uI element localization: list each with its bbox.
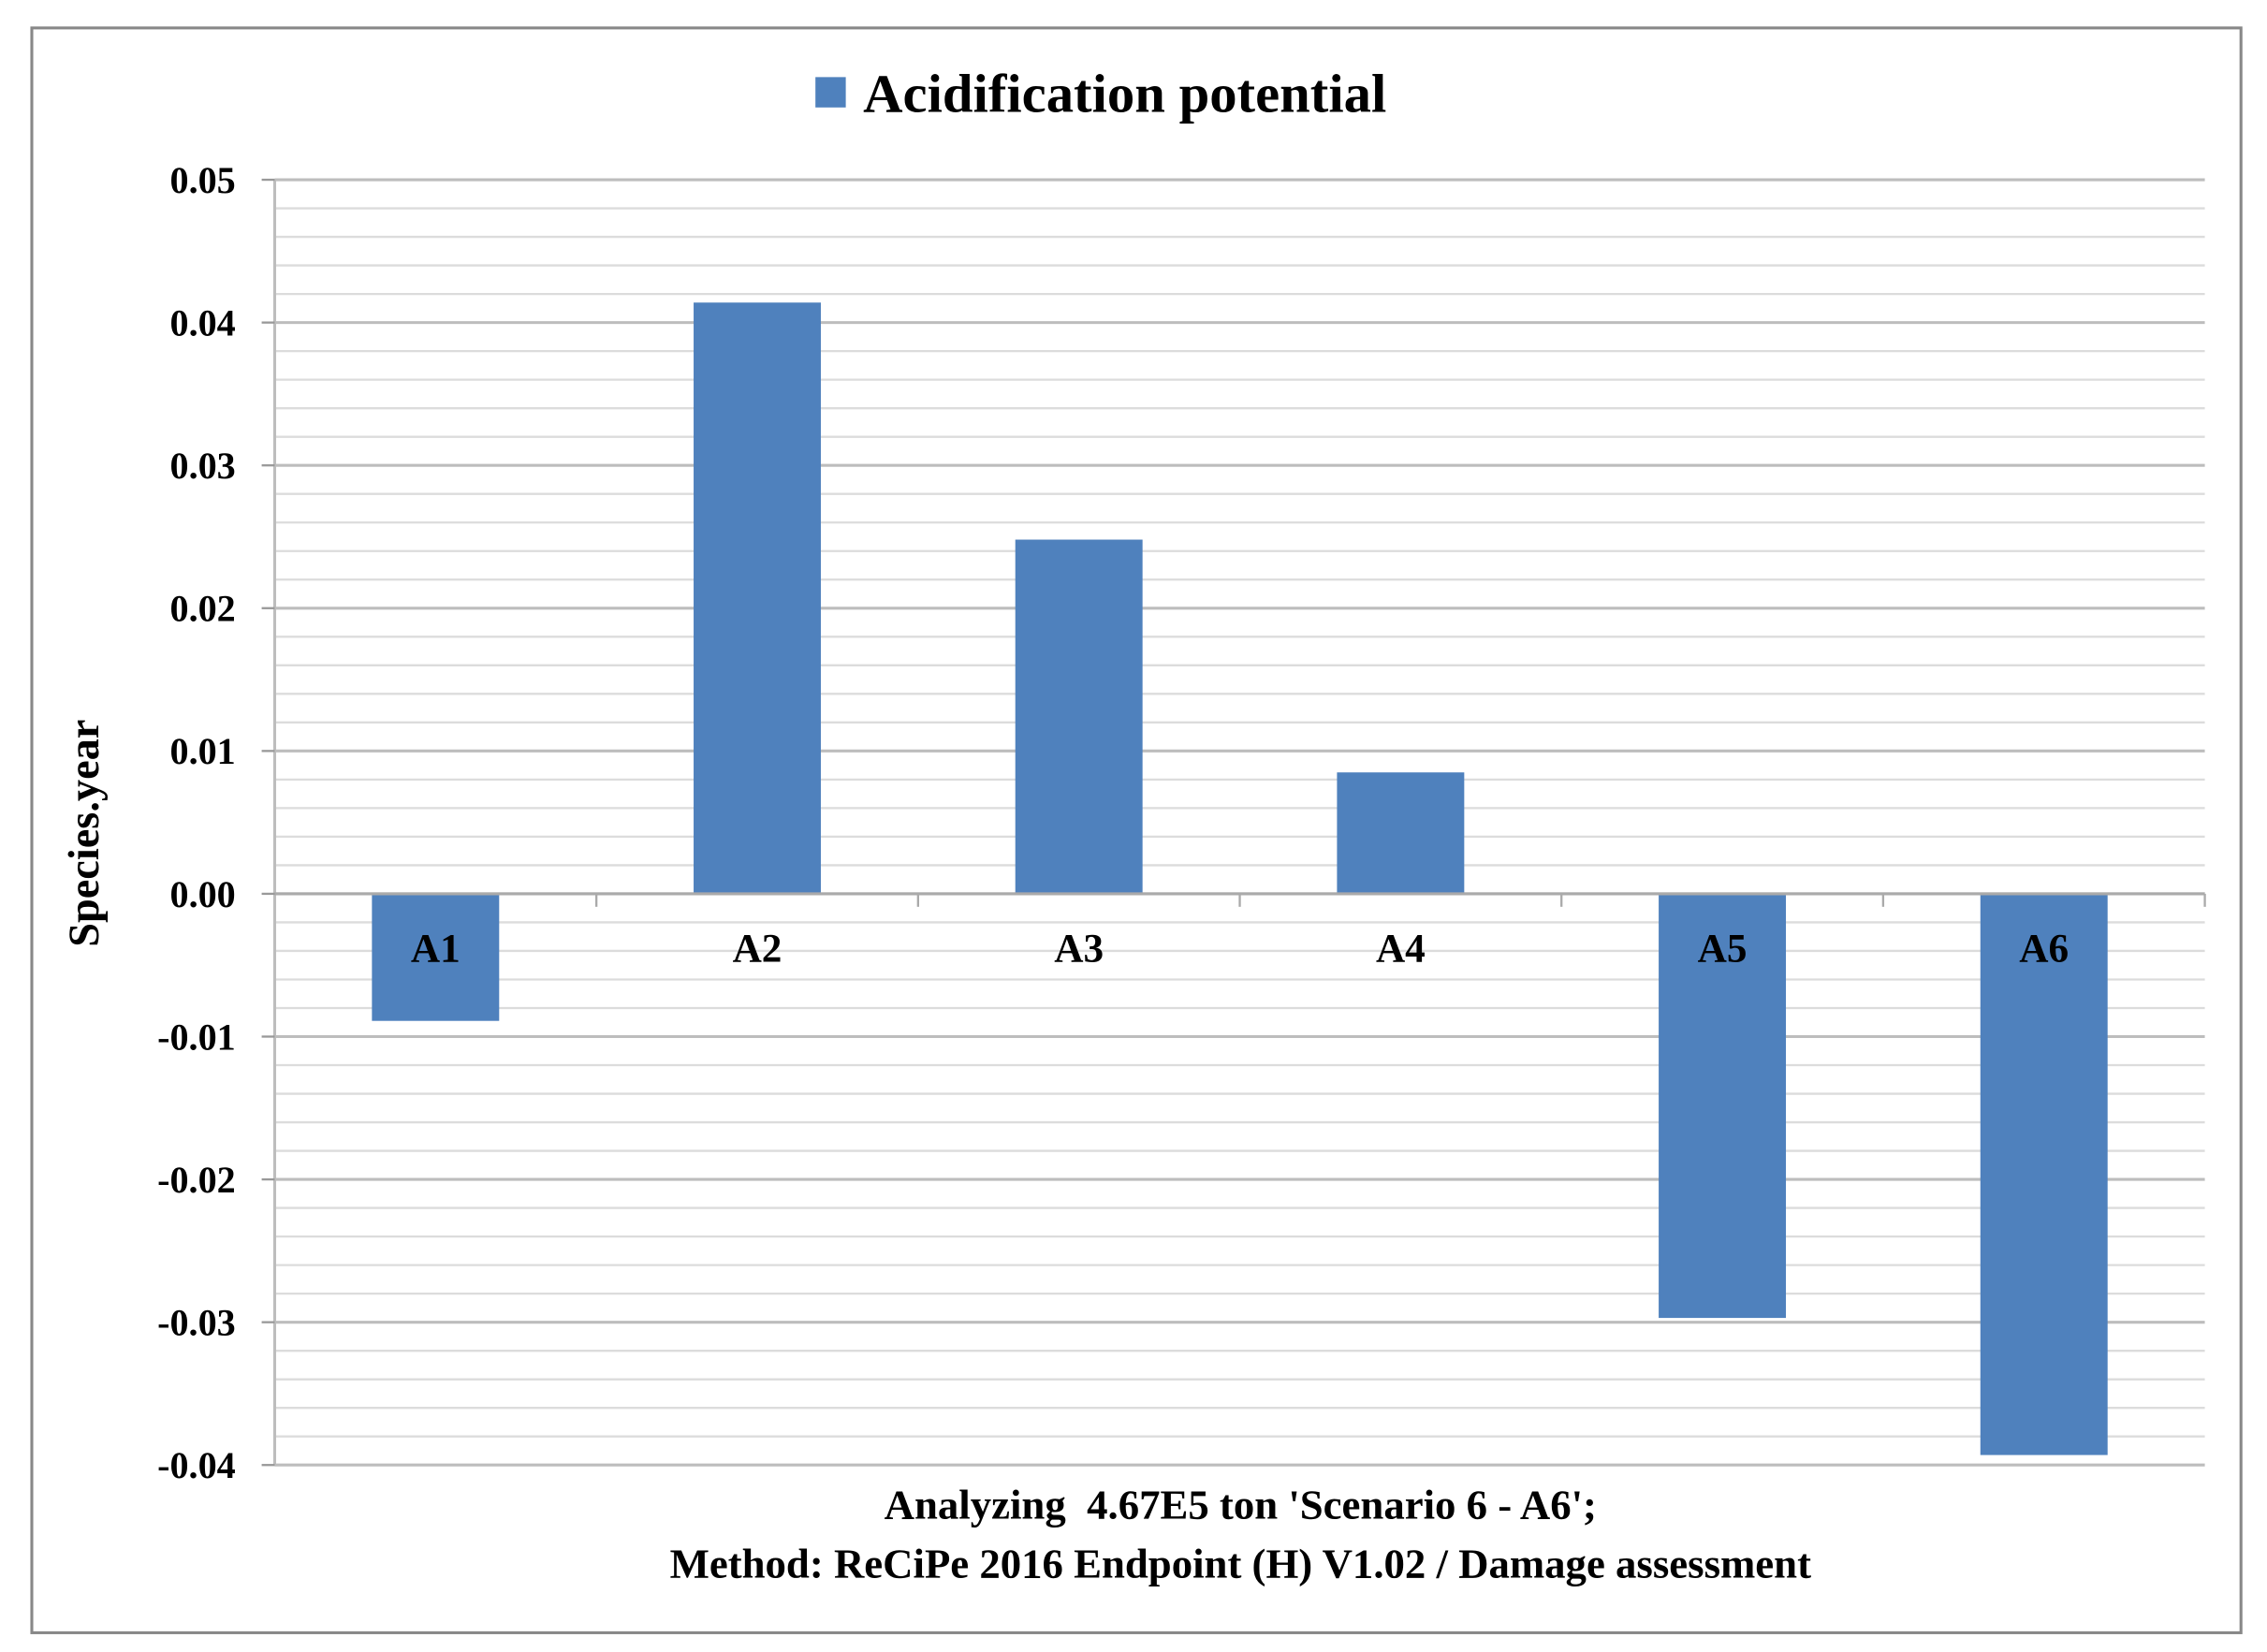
x-tick-label: A1 (411, 927, 461, 972)
y-axis-label: Species.year (61, 720, 109, 947)
bar-a1 (372, 893, 500, 1021)
y-tick-label: -0.01 (157, 1016, 236, 1058)
y-tick-label: 0.04 (169, 302, 235, 344)
y-tick-label: -0.02 (157, 1159, 236, 1201)
bar-a6 (1980, 893, 2108, 1455)
y-tick-label: 0.00 (169, 873, 235, 915)
bars (372, 302, 2108, 1455)
x-tick-label: A6 (2019, 927, 2069, 972)
bar-a5 (1659, 893, 1787, 1319)
x-tick-label: A5 (1698, 927, 1748, 972)
x-axis (274, 892, 2206, 907)
bar-a3 (1015, 539, 1143, 894)
x-tick-label: A2 (733, 927, 782, 972)
x-axis-label-line-2: Method: ReCiPe 2016 Endpoint (H) V1.02 /… (670, 1541, 1812, 1587)
y-tick-label: -0.04 (157, 1444, 236, 1486)
bar-a2 (694, 302, 821, 894)
x-tick-label: A3 (1054, 927, 1104, 972)
y-tick-label: 0.03 (169, 445, 235, 487)
legend-swatch (815, 77, 846, 108)
x-axis-label-line-1: Analyzing 4.67E5 ton 'Scenario 6 - A6'; (885, 1481, 1597, 1528)
y-axis-ticks: 0.05 0.04 0.03 0.02 0.01 0.00 -0.01 -0.02 -0.03 -… (157, 159, 275, 1486)
x-tick-label: A4 (1376, 927, 1426, 972)
x-tick-labels: A1 A2 A3 A4 A5 A6 (411, 927, 2069, 972)
y-tick-label: 0.05 (169, 159, 235, 201)
legend-label: Acidification potential (863, 63, 1386, 124)
y-tick-label: 0.02 (169, 588, 235, 630)
y-tick-label: -0.03 (157, 1302, 236, 1344)
y-tick-label: 0.01 (169, 730, 235, 772)
bar-a4 (1337, 772, 1465, 894)
